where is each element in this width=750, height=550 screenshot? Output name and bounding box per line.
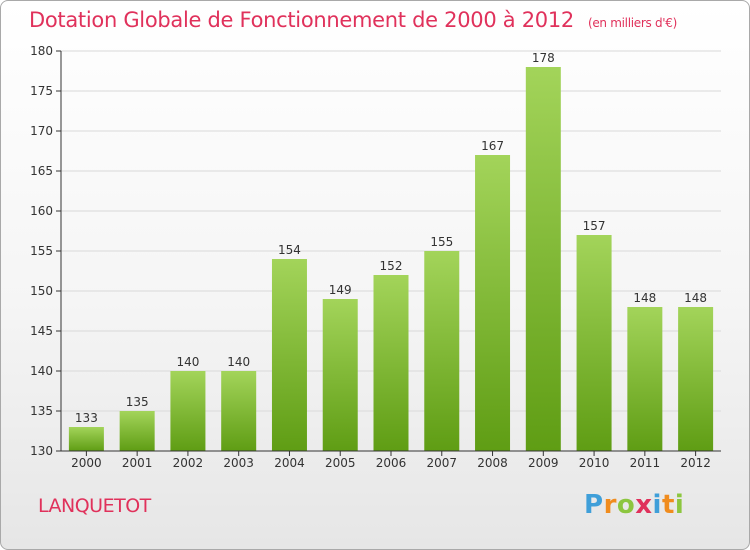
bar (475, 155, 511, 451)
x-tick-label: 2004 (274, 456, 305, 470)
x-tick-label: 2006 (376, 456, 407, 470)
x-tick-label: 2012 (680, 456, 711, 470)
bar (525, 67, 561, 451)
data-label: 157 (583, 219, 606, 233)
bar (678, 307, 714, 451)
data-label: 154 (278, 243, 301, 257)
bar (576, 235, 612, 451)
bar (271, 259, 307, 451)
logo-letter: t (661, 490, 675, 520)
x-tick-label: 2002 (173, 456, 204, 470)
bar (373, 275, 409, 451)
y-tick-label: 175 (30, 84, 53, 98)
chart-title: Dotation Globale de Fonctionnement de 20… (29, 8, 677, 32)
x-tick-label: 2010 (579, 456, 610, 470)
bar (424, 251, 460, 451)
x-tick-label: 2001 (122, 456, 153, 470)
x-tick-label: 2007 (426, 456, 457, 470)
y-tick-label: 170 (30, 124, 53, 138)
tick-labels: 130 135 140 145 150 155 160 165 170 175 180 2000 200… (30, 44, 711, 470)
data-label: 148 (684, 291, 707, 305)
y-tick-label: 160 (30, 204, 53, 218)
data-label: 152 (380, 259, 403, 273)
logo-letter: i (652, 490, 662, 520)
x-tick-label: 2000 (71, 456, 102, 470)
bar (68, 427, 104, 451)
bars (68, 67, 714, 451)
x-tick-label: 2005 (325, 456, 356, 470)
logo-letter: o (616, 490, 636, 520)
chart-unit: (en milliers d'€) (587, 16, 677, 30)
y-tick-label: 130 (30, 444, 53, 458)
y-tick-label: 135 (30, 404, 53, 418)
data-label: 148 (633, 291, 656, 305)
data-label: 155 (430, 235, 453, 249)
x-tick-label: 2008 (477, 456, 508, 470)
x-tick-label: 2003 (223, 456, 254, 470)
chart-title-text: Dotation Globale de Fonctionnement de 20… (29, 8, 574, 32)
y-tick-label: 155 (30, 244, 53, 258)
bar (221, 371, 257, 451)
x-tick-label: 2011 (630, 456, 661, 470)
y-tick-label: 140 (30, 364, 53, 378)
logo-letter: P (584, 490, 604, 520)
x-tick-label: 2009 (528, 456, 559, 470)
logo-letter: r (603, 490, 617, 520)
y-tick-label: 145 (30, 324, 53, 338)
bar (119, 411, 155, 451)
bar (322, 299, 358, 451)
data-labels: 133 135 140 140 154 149 152 155 167 178 157 148 148 (75, 51, 707, 425)
logo-letter: i (674, 490, 685, 520)
y-tick-label: 150 (30, 284, 53, 298)
data-label: 140 (176, 355, 199, 369)
commune-name: LANQUETOT (38, 495, 151, 517)
bar (627, 307, 663, 451)
bar (170, 371, 206, 451)
data-label: 135 (126, 395, 149, 409)
y-tick-label: 165 (30, 164, 53, 178)
data-label: 167 (481, 139, 504, 153)
data-label: 133 (75, 411, 98, 425)
logo-letter: x (635, 490, 653, 520)
data-label: 149 (329, 283, 352, 297)
proxiti-logo: Proxiti (584, 490, 684, 520)
data-label: 140 (227, 355, 250, 369)
y-tick-label: 180 (30, 44, 53, 58)
data-label: 178 (532, 51, 555, 65)
